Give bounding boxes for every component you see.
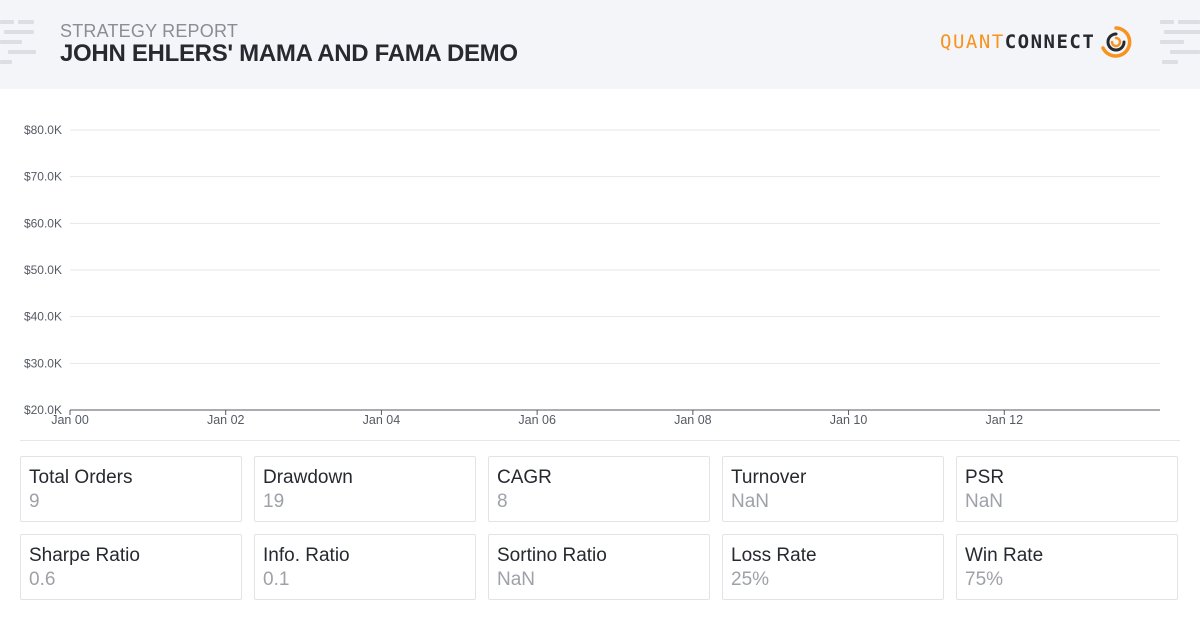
logo-text-connect: CONNECT (1004, 31, 1096, 53)
stat-value: 75% (965, 569, 1004, 590)
logo-text-quant: QUANT (940, 31, 1005, 53)
header-decoration-right (1160, 20, 1200, 70)
stat-label: Sharpe Ratio (29, 545, 140, 566)
quantconnect-logo-icon (1101, 26, 1132, 58)
stat-value: 9 (29, 491, 40, 512)
stat-card-total-orders: Total Orders 9 (20, 456, 242, 522)
x-tick-label: Jan 08 (674, 413, 712, 427)
stat-label: Info. Ratio (263, 545, 350, 566)
y-tick-label: $60.0K (24, 216, 62, 230)
report-title: JOHN EHLERS' MAMA AND FAMA DEMO (60, 40, 518, 67)
stat-value: 8 (497, 491, 508, 512)
stat-card-sortino-ratio: Sortino Ratio NaN (488, 534, 710, 600)
x-tick-label: Jan 00 (51, 413, 89, 427)
stat-card-psr: PSR NaN (956, 456, 1178, 522)
stat-label: Total Orders (29, 467, 133, 488)
y-tick-label: $20.0K (24, 403, 62, 417)
x-tick-label: Jan 02 (207, 413, 245, 427)
equity-chart: $20.0K $30.0K $40.0K $50.0K $60.0K $70.0K $80.… (24, 123, 1160, 427)
x-tick-label: Jan 12 (986, 413, 1024, 427)
x-tick-label: Jan 10 (830, 413, 868, 427)
stat-card-drawdown: Drawdown 19 (254, 456, 476, 522)
stat-value: 19 (263, 491, 285, 512)
stat-value: NaN (965, 491, 1004, 512)
stat-label: Win Rate (965, 545, 1044, 566)
y-tick-label: $40.0K (24, 310, 62, 324)
report-header: STRATEGY REPORT JOHN EHLERS' MAMA AND FA… (0, 0, 1200, 89)
y-tick-label: $80.0K (24, 123, 62, 137)
stat-value: NaN (731, 491, 770, 512)
stat-value: NaN (497, 569, 536, 590)
stat-label: Loss Rate (731, 545, 817, 566)
y-tick-label: $30.0K (24, 356, 62, 370)
stat-label: Turnover (731, 467, 807, 488)
report-subtitle: STRATEGY REPORT (60, 21, 239, 41)
stat-label: Sortino Ratio (497, 545, 607, 566)
quantconnect-logo: QUANT CONNECT (940, 24, 1133, 60)
stat-card-cagr: CAGR 8 (488, 456, 710, 522)
x-tick-label: Jan 06 (518, 413, 556, 427)
stat-card-turnover: Turnover NaN (722, 456, 944, 522)
stat-value: 0.1 (263, 569, 290, 590)
y-tick-label: $70.0K (24, 170, 62, 184)
stat-label: Drawdown (263, 467, 353, 488)
stat-label: CAGR (497, 467, 552, 488)
header-decoration-left (0, 20, 40, 70)
stat-value: 0.6 (29, 569, 56, 590)
stat-card-sharpe-ratio: Sharpe Ratio 0.6 (20, 534, 242, 600)
y-tick-label: $50.0K (24, 263, 62, 277)
stat-label: PSR (965, 467, 1005, 488)
section-divider (20, 440, 1180, 441)
stat-value: 25% (731, 569, 770, 590)
x-tick-label: Jan 04 (363, 413, 401, 427)
stat-card-loss-rate: Loss Rate 25% (722, 534, 944, 600)
stat-card-info-ratio: Info. Ratio 0.1 (254, 534, 476, 600)
stat-card-win-rate: Win Rate 75% (956, 534, 1178, 600)
